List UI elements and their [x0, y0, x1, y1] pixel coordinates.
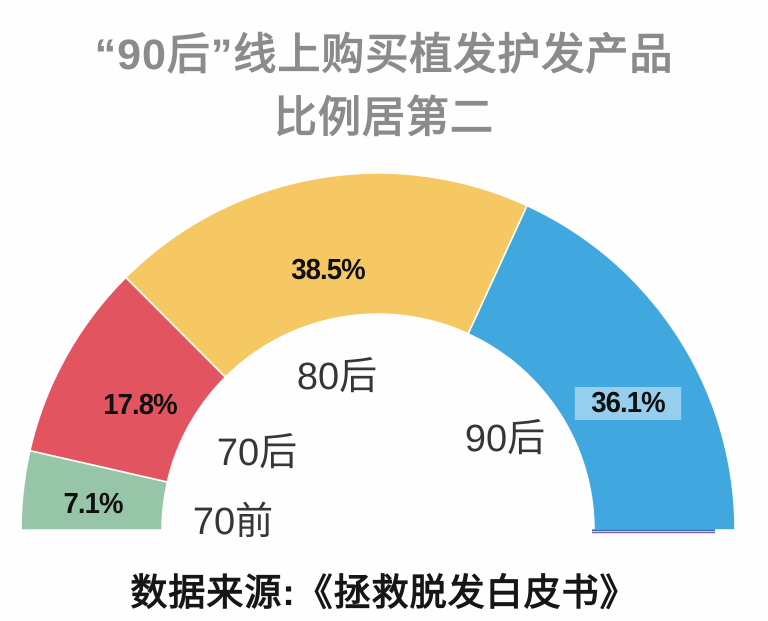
category-label-70qian: 70前: [192, 501, 274, 543]
value-label-70qian: 7.1%: [63, 488, 123, 520]
value-label-70hou: 17.8%: [103, 389, 177, 421]
category-label-70hou: 70后: [216, 432, 298, 474]
category-label-80hou: 80后: [296, 356, 378, 398]
category-label-90hou: 90后: [464, 418, 546, 460]
chart-title-line1: “90后”线上购买植发护发产品: [94, 31, 674, 79]
value-label-90hou: 36.1%: [574, 387, 682, 420]
value-label-80hou: 38.5%: [291, 254, 365, 286]
data-source-note: 数据来源:《拯救脱发白皮书》: [130, 572, 638, 613]
chart-title-line2: 比例居第二: [274, 94, 494, 142]
donut-segment-80后: [124, 172, 529, 379]
chart-title: “90后”线上购买植发护发产品 比例居第二: [0, 24, 768, 150]
donut-segment-90后: [467, 204, 736, 531]
